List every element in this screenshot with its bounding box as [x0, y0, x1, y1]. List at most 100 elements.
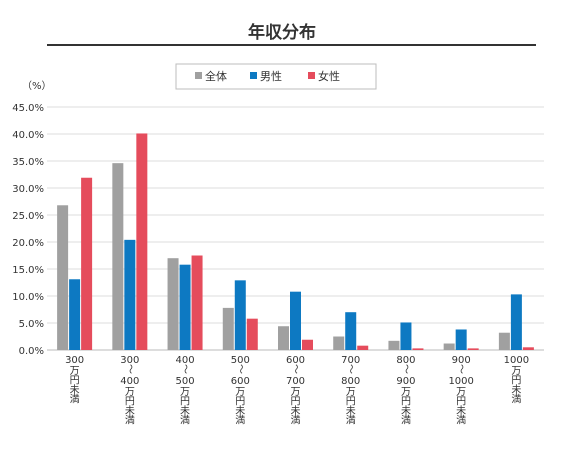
x-tick-label: 400 — [120, 376, 139, 387]
x-tick-label: 万 — [456, 387, 466, 398]
x-tick-label: 400 — [176, 355, 195, 366]
bar-全体 — [443, 343, 455, 350]
x-tick-label: 円 — [291, 397, 301, 408]
x-tick-label: 未 — [235, 405, 245, 417]
y-tick-label: 30.0% — [12, 184, 44, 195]
legend-swatch — [195, 72, 202, 79]
bar-女性 — [191, 255, 203, 350]
bar-女性 — [357, 345, 369, 350]
x-tick-label: 円 — [511, 376, 521, 387]
bar-男性 — [69, 279, 81, 350]
x-tick-label: 700 — [286, 376, 305, 387]
x-tick-label: 満 — [401, 415, 411, 427]
x-tick-label: 未 — [180, 405, 190, 417]
x-tick-label: 満 — [456, 415, 466, 427]
bar-男性 — [124, 239, 136, 350]
x-tick-label: 未 — [125, 405, 135, 417]
x-tick-label: 300 — [120, 355, 139, 366]
x-tick-label: ～ — [345, 364, 356, 374]
x-tick-label: 300 — [65, 355, 84, 366]
y-tick-label: 25.0% — [12, 211, 44, 222]
bar-全体 — [57, 205, 69, 350]
x-tick-label: 満 — [346, 415, 356, 427]
y-tick-label: 15.0% — [12, 265, 44, 276]
bar-全体 — [498, 332, 510, 350]
x-tick-label: 万 — [291, 387, 301, 398]
x-tick-label: 万 — [70, 366, 80, 377]
x-tick-label: 900 — [396, 376, 415, 387]
x-tick-label: 満 — [235, 415, 245, 427]
legend-label: 女性 — [318, 69, 340, 83]
chart-title: 年収分布 — [248, 23, 316, 43]
y-axis-ticks: 0.0% 5.0% 10.0% 15.0% 20.0% 25.0% 30.0% 35.0% 40… — [12, 103, 44, 357]
x-tick-label: 800 — [341, 376, 360, 387]
x-tick-label: 円 — [180, 397, 190, 408]
x-tick-label: 万 — [401, 387, 411, 398]
bar-女性 — [246, 318, 258, 350]
legend-swatch — [250, 72, 257, 79]
bar-女性 — [302, 339, 313, 350]
bar-全体 — [167, 258, 179, 350]
y-tick-label: 10.0% — [12, 292, 44, 303]
x-tick-label: 700 — [341, 355, 360, 366]
x-tick-label: 円 — [401, 397, 411, 408]
bar-女性 — [522, 347, 534, 350]
x-tick-label: ～ — [400, 364, 411, 374]
x-tick-label: 円 — [456, 397, 466, 408]
x-tick-label: 未 — [511, 384, 521, 396]
legend-box — [175, 63, 377, 90]
bar-全体 — [278, 326, 289, 350]
legend-label: 男性 — [260, 69, 282, 83]
x-tick-label: 万 — [125, 387, 135, 398]
x-tick-label: 未 — [401, 405, 411, 417]
x-tick-label: ～ — [290, 364, 301, 374]
x-tick-label: 万 — [180, 387, 190, 398]
legend-swatch — [308, 72, 315, 79]
x-tick-label: 万 — [346, 387, 356, 398]
x-tick-label: 万 — [511, 366, 521, 377]
x-tick-label: 満 — [291, 415, 301, 427]
x-tick-label: 未 — [291, 405, 301, 417]
bar-女性 — [136, 133, 148, 350]
bar-男性 — [510, 294, 522, 350]
x-tick-label: 1000 — [504, 355, 529, 366]
bar-男性 — [455, 329, 467, 350]
x-tick-label: 900 — [452, 355, 471, 366]
y-tick-label: 20.0% — [12, 238, 44, 249]
x-tick-label: 満 — [180, 415, 190, 427]
legend: 全体 男性 女性 — [175, 63, 377, 90]
x-tick-label: ～ — [124, 364, 135, 374]
bar-全体 — [222, 307, 234, 350]
x-tick-label: 万 — [235, 387, 245, 398]
x-tick-label: 満 — [511, 394, 521, 406]
x-tick-label: 満 — [70, 394, 80, 406]
x-tick-label: 1000 — [448, 376, 473, 387]
bar-女性 — [412, 348, 424, 350]
x-tick-label: 500 — [231, 355, 250, 366]
x-axis-ticks: 300万円未満300～400万円未満400～500万円未満500～600万円未満… — [65, 355, 529, 427]
title-underline — [47, 44, 536, 46]
legend-label: 全体 — [205, 69, 227, 83]
bar-全体 — [333, 336, 345, 350]
bar-男性 — [345, 312, 357, 350]
bar-男性 — [234, 280, 246, 350]
x-tick-label: 円 — [235, 397, 245, 408]
x-tick-label: ～ — [234, 364, 245, 374]
x-tick-label: ～ — [179, 364, 190, 374]
x-tick-label: 円 — [346, 397, 356, 408]
y-axis-label: （%） — [22, 80, 52, 92]
bar-全体 — [388, 340, 400, 350]
x-tick-label: 円 — [70, 376, 80, 387]
bars — [57, 133, 534, 350]
x-tick-label: 800 — [396, 355, 415, 366]
